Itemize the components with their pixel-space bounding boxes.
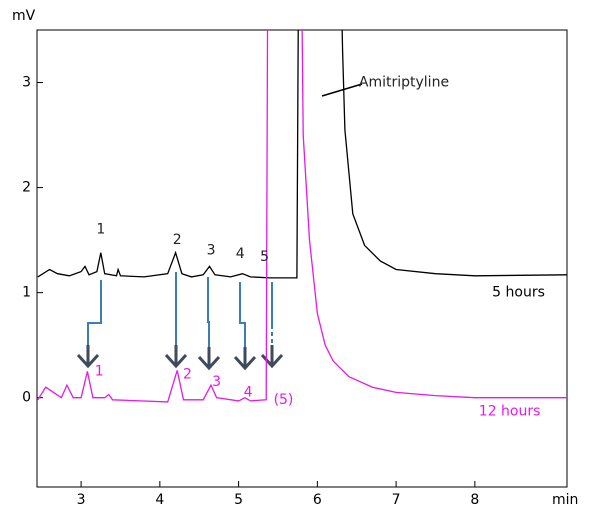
annotation: 1 [96, 222, 105, 238]
x-tick-label: 6 [313, 492, 322, 508]
annotation: 5 [260, 249, 269, 265]
x-tick-label: 3 [77, 492, 86, 508]
x-tick-label: 8 [470, 492, 479, 508]
annotation: 4 [236, 246, 245, 262]
series-label: 5 hours [492, 285, 545, 301]
arrow [76, 345, 284, 371]
y-tick-label: 3 [22, 75, 31, 91]
x-axis-label: min [552, 492, 578, 508]
series-label: 12 hours [479, 403, 541, 419]
annotation: 3 [212, 374, 221, 390]
y-tick-label: 0 [22, 390, 31, 406]
annotation: 1 [95, 363, 104, 379]
x-tick-label: 4 [155, 492, 164, 508]
y-tick-label: 2 [22, 180, 31, 196]
annotation: 3 [207, 243, 216, 259]
y-tick-label: 1 [22, 285, 31, 301]
x-tick-label: 7 [392, 492, 401, 508]
annotation: Amitriptyline [359, 75, 449, 91]
connector [87, 272, 273, 347]
leader-line [321, 83, 363, 97]
annotation: 2 [173, 232, 182, 248]
series-line [37, 30, 567, 403]
arrows [76, 272, 284, 371]
x-tick-label: 5 [234, 492, 243, 508]
annotation: 4 [244, 384, 253, 400]
annotation: 2 [183, 367, 192, 383]
y-axis-label: mV [12, 8, 36, 24]
annotation: (5) [274, 392, 294, 408]
series-line [37, 30, 567, 279]
